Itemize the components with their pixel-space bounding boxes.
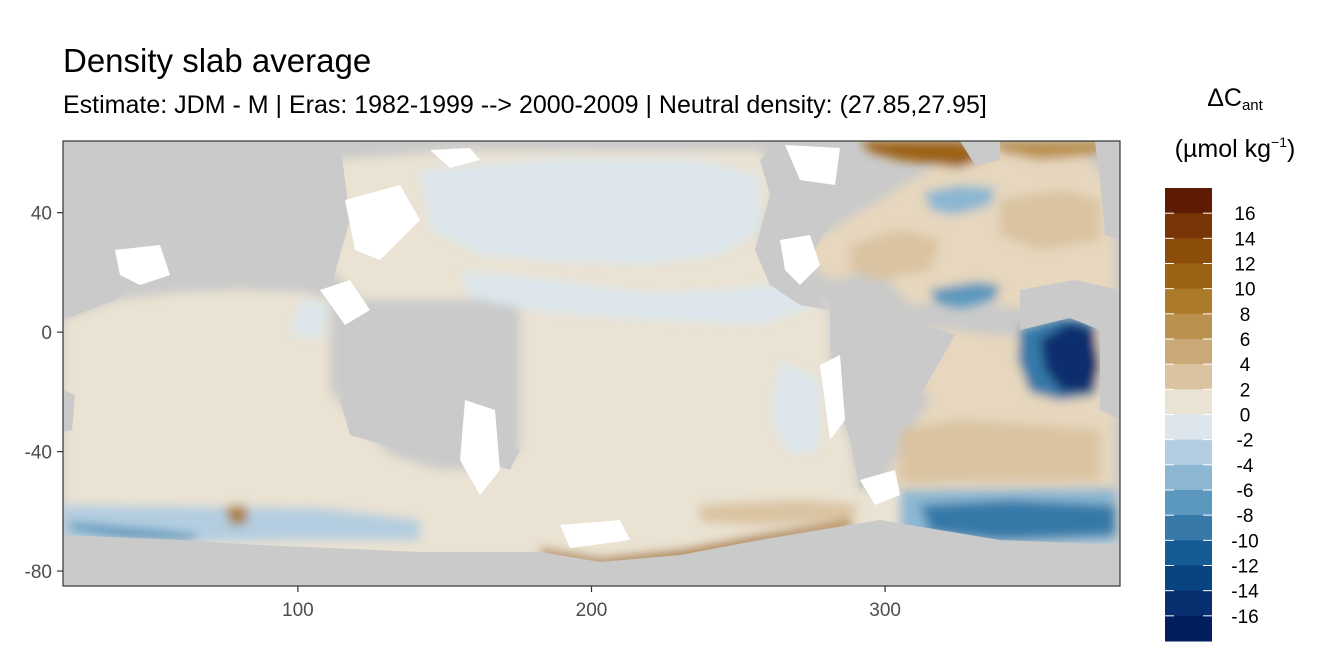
legend-label: 4 (1240, 355, 1251, 376)
anomaly-nordic-seas (990, 141, 1110, 160)
anomaly-north-pacific (420, 158, 760, 265)
legend-swatch (1165, 515, 1212, 541)
legend-swatch (1165, 213, 1212, 239)
land-antarctica (63, 520, 1120, 586)
y-tick-label: 0 (41, 323, 52, 344)
legend-unit-sup: −1 (1271, 134, 1287, 150)
land-greenland (960, 141, 1000, 165)
legend-swatch (1165, 389, 1212, 415)
land-asia (115, 141, 350, 300)
nodata-east-pacific-coast (820, 355, 845, 440)
legend-label: -6 (1237, 481, 1254, 502)
legend-swatch (1165, 439, 1212, 466)
chart-subtitle: Estimate: JDM - M | Eras: 1982-1999 --> … (63, 91, 987, 119)
x-tick-label: 200 (576, 600, 608, 621)
legend-swatch (1165, 490, 1212, 516)
legend-colorbar (1165, 188, 1212, 642)
anomaly-antarctic-coast-indian (70, 522, 200, 542)
anomaly-guinea-core (1040, 322, 1100, 392)
legend-label: 6 (1240, 330, 1251, 351)
anomaly-south-pacific-east (770, 360, 820, 455)
nodata-layer (115, 145, 900, 548)
legend-label: 8 (1240, 305, 1251, 326)
legend-swatch (1165, 313, 1212, 340)
legend-unit-prefix: (µmol kg (1174, 135, 1272, 163)
nodata-north-pacific-west (345, 185, 420, 260)
nodata-caribbean (780, 235, 820, 285)
ocean-layer (63, 141, 1115, 566)
legend-title: ΔCant (µmol kg−1) (1150, 86, 1320, 162)
legend-swatch (1165, 188, 1212, 214)
x-axis: 100 200 300 (282, 586, 901, 621)
nodata-ross-edge (560, 520, 630, 548)
nodata-scotia (860, 470, 900, 505)
anomaly-amundsen (700, 500, 860, 525)
legend-title-main: ΔC (1207, 84, 1242, 112)
land-new-zealand (495, 440, 520, 470)
legend-swatch (1165, 565, 1212, 592)
land-south-america (830, 300, 955, 490)
legend-swatch (1165, 590, 1212, 617)
legend-swatch (1165, 615, 1212, 642)
nodata-tasman (460, 400, 500, 495)
land-africa (1020, 280, 1120, 420)
nodata-indonesia (320, 280, 370, 325)
anomaly-equatorial-pacific (460, 270, 820, 325)
legend-swatch (1165, 339, 1212, 365)
chart-title: Density slab average (63, 42, 372, 79)
anomaly-greenland (860, 141, 990, 168)
legend-label: 14 (1234, 229, 1256, 250)
legend-label: -12 (1231, 557, 1258, 578)
legend-label: -2 (1237, 431, 1254, 452)
land-europe (1095, 141, 1120, 240)
x-tick-label: 100 (282, 600, 314, 621)
nodata-bering (430, 148, 480, 168)
legend-label: -14 (1231, 582, 1259, 603)
land-layer (63, 141, 1120, 586)
legend-label: 12 (1234, 255, 1255, 276)
legend-label: -4 (1237, 456, 1254, 477)
legend-label: 16 (1234, 204, 1255, 225)
legend-label: 0 (1240, 406, 1251, 427)
legend-title-sub: ant (1241, 97, 1263, 114)
y-axis: 40 0 -40 -80 (25, 204, 63, 583)
nodata-hudson (785, 145, 840, 185)
anomaly-labrador-edge (925, 185, 995, 215)
y-tick-label: -40 (25, 443, 52, 464)
legend-swatch (1165, 364, 1212, 390)
land-australia (340, 355, 460, 448)
legend-label: -16 (1231, 607, 1258, 628)
legend-label: -8 (1237, 506, 1254, 527)
legend-label: 10 (1234, 280, 1255, 301)
anomaly-tropical-atlantic (930, 282, 1000, 308)
land-madagascar (63, 390, 75, 432)
land-africa-east (63, 141, 115, 320)
legend-swatch (1165, 263, 1212, 290)
y-tick-label: 40 (31, 204, 52, 225)
legend-label: 2 (1240, 380, 1251, 401)
legend-label: -10 (1231, 531, 1258, 552)
x-tick-label: 300 (869, 600, 901, 621)
y-tick-label: -80 (25, 562, 52, 583)
legend-swatch (1165, 238, 1212, 264)
legend-labels: 16 14 12 10 8 6 4 2 0 -2 -4 -6 -8 -10 -12 -14 -16 (1231, 204, 1259, 628)
anomaly-weddell-core (920, 500, 1115, 540)
anomaly-east-indian (290, 300, 330, 340)
anomaly-atlantic-positive (850, 230, 940, 280)
land-north-america (755, 141, 865, 310)
legend-swatch (1165, 540, 1212, 566)
legend-swatch (1165, 414, 1212, 441)
nodata-arabian (115, 245, 170, 285)
anomaly-south-atlantic-positive (900, 420, 1100, 482)
legend-swatch (1165, 288, 1212, 315)
ocean-indian (63, 290, 560, 520)
legend-unit-suffix: ) (1287, 135, 1296, 163)
map-panel (62, 140, 1121, 587)
anomaly-kerguelen (225, 505, 248, 526)
anomaly-atlantic-positive-2 (1000, 190, 1100, 250)
legend-swatch (1165, 464, 1212, 491)
